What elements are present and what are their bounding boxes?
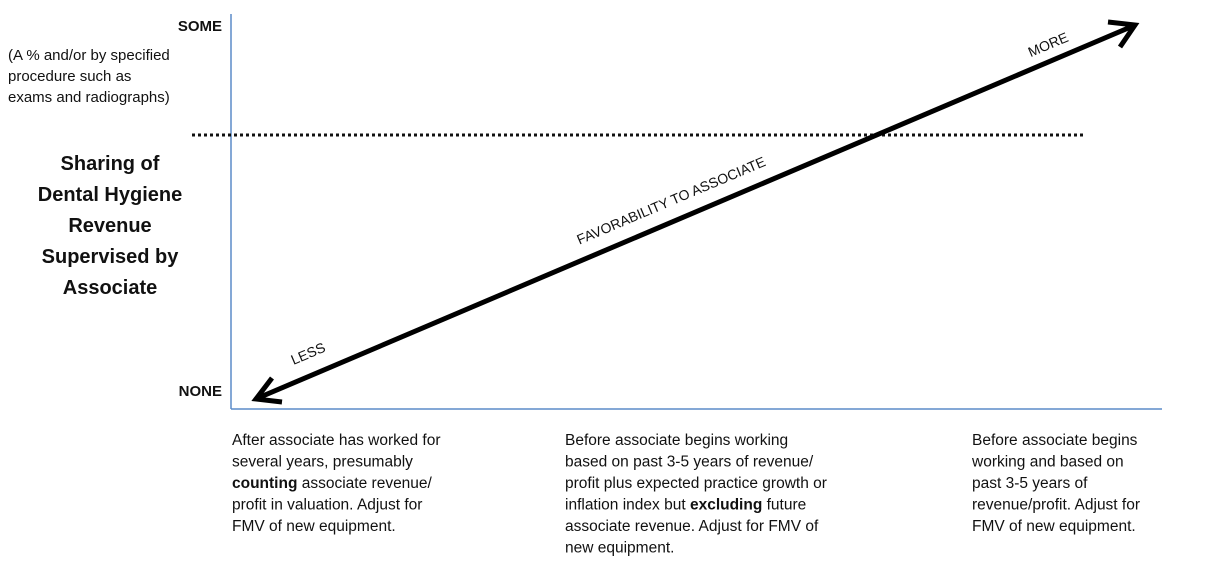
column-line: revenue/profit. Adjust for xyxy=(972,497,1140,514)
column-line: based on past 3-5 years of revenue/ xyxy=(565,454,814,471)
column-line: several years, presumably xyxy=(232,454,413,471)
arrow-head-start xyxy=(251,376,283,405)
column-line: past 3-5 years of xyxy=(972,475,1088,492)
column-line: FMV of new equipment. xyxy=(972,518,1136,535)
top-note: exams and radiographs) xyxy=(8,89,170,106)
arrow-head-end xyxy=(1107,19,1140,49)
bold-segment: excluding xyxy=(690,497,762,514)
column-line: Before associate begins working xyxy=(565,432,788,449)
column-line: FMV of new equipment. xyxy=(232,518,396,535)
column-line: profit plus expected practice growth or xyxy=(565,475,827,492)
axis-title: Revenue xyxy=(68,215,151,237)
less-label: LESS xyxy=(288,339,327,368)
bottom-label: NONE xyxy=(179,383,222,400)
column-line: working and based on xyxy=(971,454,1124,471)
bold-segment: counting xyxy=(232,475,297,492)
top-label: SOME xyxy=(178,18,222,35)
text-segment: inflation index but xyxy=(565,497,690,514)
column-line: After associate has worked for xyxy=(232,432,441,449)
top-note: (A % and/or by specified xyxy=(8,47,170,64)
column-line: associate revenue. Adjust for FMV of xyxy=(565,518,819,535)
axis-title: Associate xyxy=(63,277,158,299)
column-line: Before associate begins xyxy=(972,432,1138,449)
text-segment: future xyxy=(762,497,806,514)
arrow-shaft xyxy=(257,23,1134,401)
column-line: new equipment. xyxy=(565,540,674,557)
top-note: procedure such as xyxy=(8,68,131,85)
column-line: profit in valuation. Adjust for xyxy=(232,497,422,514)
axis-title: Supervised by xyxy=(42,246,180,268)
text-segment: associate revenue/ xyxy=(297,475,432,492)
axis-title: Dental Hygiene xyxy=(38,184,182,206)
axis-title: Sharing of xyxy=(61,153,160,175)
column-line: inflation index but excluding future xyxy=(565,497,806,514)
favorability-label: FAVORABILITY TO ASSOCIATE xyxy=(574,153,767,247)
column-line: counting associate revenue/ xyxy=(232,475,433,492)
